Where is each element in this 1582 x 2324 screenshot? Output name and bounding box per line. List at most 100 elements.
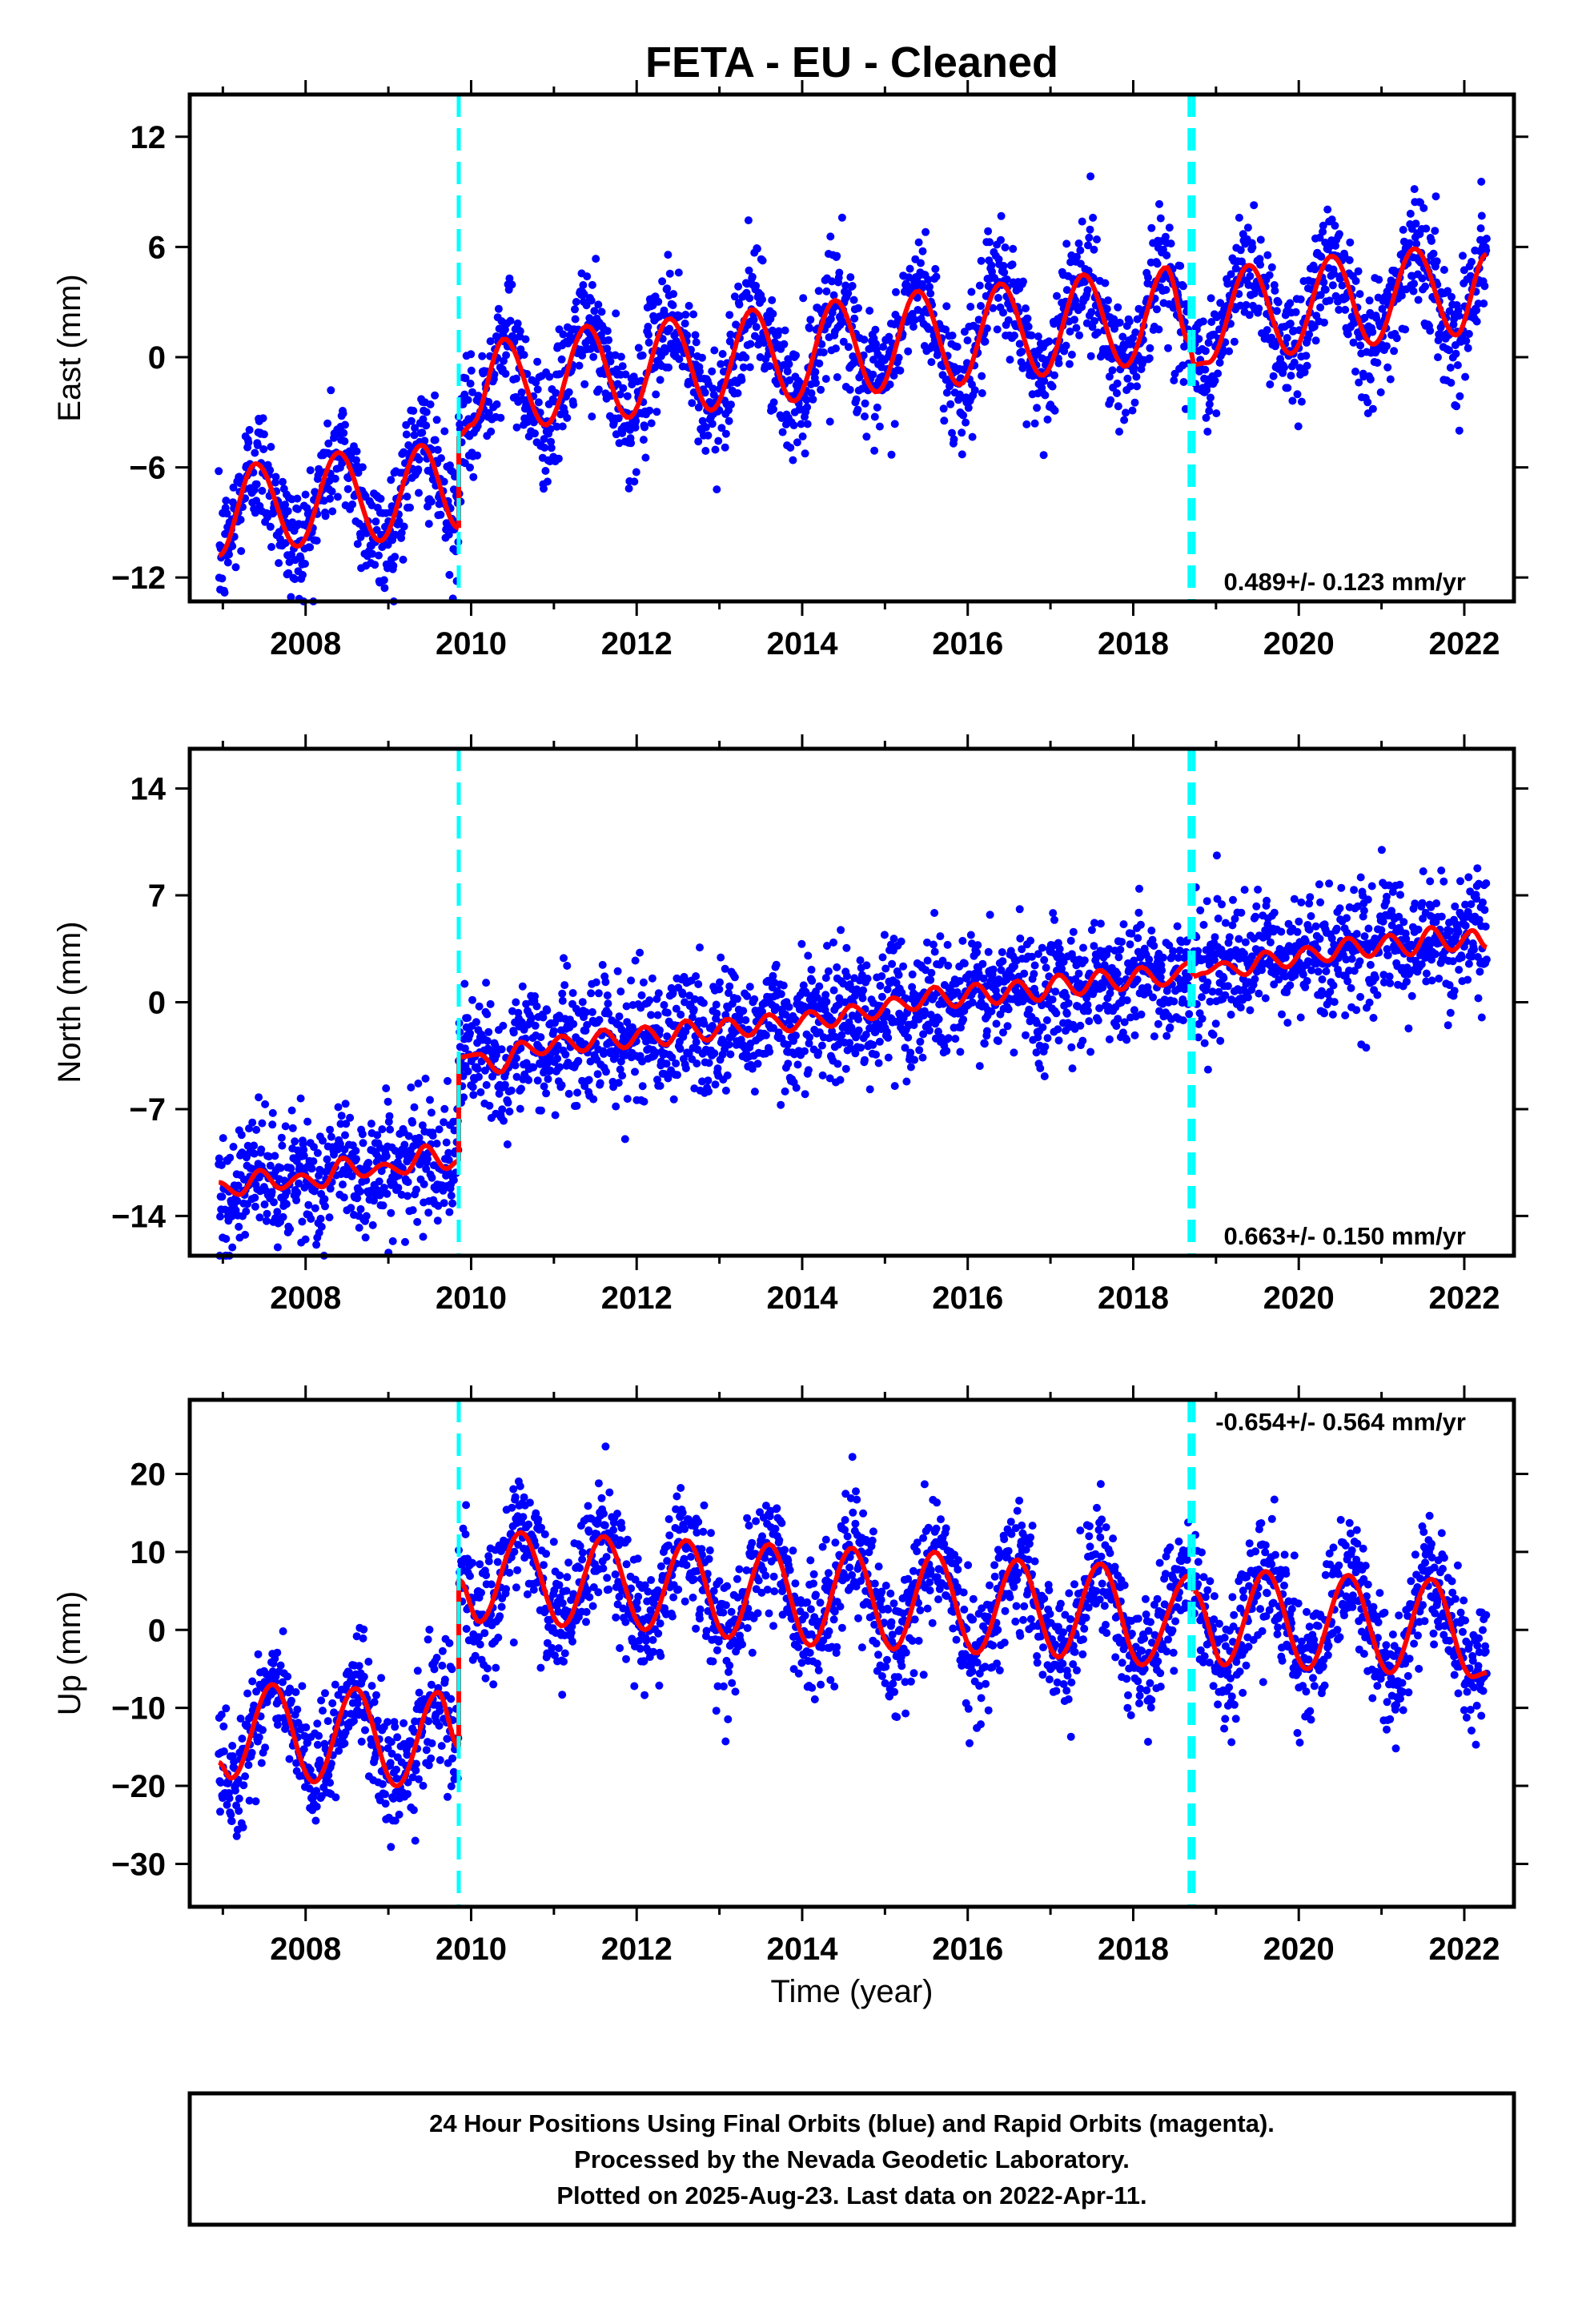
- north-data-point: [258, 1119, 267, 1128]
- north-data-point: [401, 1237, 409, 1246]
- north-data-point: [400, 1140, 409, 1149]
- east-data-point: [306, 466, 315, 475]
- north-data-point: [291, 1137, 299, 1146]
- north-data-point: [286, 1224, 295, 1233]
- north-data-point: [1318, 975, 1327, 983]
- north-data-point: [228, 1243, 237, 1252]
- east-data-point: [714, 436, 723, 445]
- east-data-point: [806, 316, 815, 324]
- north-data-point: [1211, 933, 1219, 942]
- north-data-point: [956, 1047, 965, 1056]
- east-data-point: [1445, 346, 1453, 355]
- east-data-point: [805, 324, 814, 332]
- north-data-point: [497, 1045, 506, 1054]
- east-data-point: [717, 424, 726, 432]
- north-data-point: [822, 997, 831, 1006]
- north-data-point: [918, 1053, 927, 1062]
- north-data-point: [1055, 945, 1064, 953]
- east-data-point: [1106, 396, 1115, 404]
- east-data-point: [785, 376, 794, 384]
- east-data-point: [546, 424, 555, 433]
- north-data-point: [890, 1082, 899, 1091]
- north-data-point: [1010, 1048, 1018, 1057]
- north-data-point: [355, 1187, 364, 1196]
- east-data-point: [833, 251, 841, 260]
- north-data-point: [347, 1204, 355, 1212]
- north-data-point: [916, 1037, 925, 1046]
- north-data-point: [824, 967, 833, 975]
- east-data-point: [517, 388, 526, 396]
- north-data-point: [556, 1063, 564, 1072]
- east-data-point: [817, 385, 825, 394]
- east-data-point: [630, 477, 639, 486]
- north-data-point: [615, 1012, 624, 1021]
- north-data-point: [814, 1048, 823, 1057]
- north-data-point: [303, 1117, 312, 1126]
- east-data-point: [870, 446, 879, 455]
- north-data-point: [449, 1176, 458, 1184]
- east-data-point: [579, 281, 588, 289]
- east-data-point: [494, 304, 503, 313]
- north-data-point: [1341, 1011, 1350, 1019]
- east-data-point: [1272, 307, 1281, 316]
- east-data-point: [837, 213, 846, 222]
- north-data-point: [572, 1101, 581, 1110]
- east-data-point: [406, 503, 414, 512]
- east-data-point: [1130, 398, 1139, 407]
- north-data-point: [601, 978, 610, 987]
- north-data-point: [569, 1019, 578, 1028]
- north-data-point: [337, 1112, 346, 1120]
- east-data-point: [467, 350, 476, 359]
- panel-east: 2008 2010 2012 2014 2016 2018 2020 2022−12−6061…: [52, 80, 1528, 661]
- north-data-point: [531, 1021, 540, 1030]
- north-data-point: [1270, 908, 1279, 917]
- north-data-point: [730, 973, 739, 982]
- north-data-point: [1122, 996, 1131, 1005]
- north-data-point: [833, 1059, 842, 1068]
- north-data-point: [307, 1215, 315, 1223]
- east-data-point: [299, 570, 307, 579]
- east-data-point: [1335, 230, 1343, 239]
- north-data-point: [616, 987, 625, 996]
- east-data-point: [512, 374, 520, 383]
- east-data-point: [1418, 274, 1427, 283]
- east-data-point: [1207, 393, 1215, 402]
- east-data-point: [986, 238, 994, 247]
- east-data-point: [959, 411, 968, 420]
- east-data-point: [541, 467, 550, 475]
- east-data-point: [1297, 397, 1306, 406]
- east-data-point: [632, 468, 640, 476]
- east-data-point: [1293, 390, 1302, 399]
- east-data-point: [245, 425, 254, 434]
- north-data-point: [1042, 963, 1050, 972]
- north-data-point: [1211, 1019, 1220, 1028]
- east-data-point: [1411, 219, 1420, 228]
- east-data-point: [563, 413, 572, 422]
- east-data-point: [301, 490, 310, 499]
- east-data-point: [861, 399, 869, 408]
- north-data-point: [1314, 967, 1323, 976]
- north-data-point: [414, 1080, 423, 1088]
- north-data-point: [1016, 934, 1025, 943]
- north-data-point: [889, 935, 898, 943]
- north-data-point: [408, 1206, 417, 1215]
- east-data-point: [340, 437, 349, 445]
- east-data-point: [1062, 341, 1070, 350]
- north-data-point: [334, 1103, 343, 1112]
- east-data-point: [400, 522, 408, 531]
- east-data-point: [1328, 281, 1337, 290]
- north-data-point: [588, 1007, 596, 1016]
- north-data-point: [910, 1055, 919, 1064]
- north-data-point: [715, 985, 724, 994]
- north-data-point: [944, 961, 953, 970]
- north-data-point: [595, 1015, 604, 1024]
- east-data-point: [783, 367, 792, 376]
- east-data-point: [905, 264, 914, 273]
- east-data-point: [327, 487, 336, 496]
- east-data-point: [580, 380, 589, 388]
- east-data-point: [1472, 317, 1481, 326]
- north-data-point: [1078, 1036, 1087, 1045]
- north-data-point: [507, 1086, 516, 1095]
- east-data-point: [713, 485, 721, 494]
- east-data-point: [387, 502, 396, 511]
